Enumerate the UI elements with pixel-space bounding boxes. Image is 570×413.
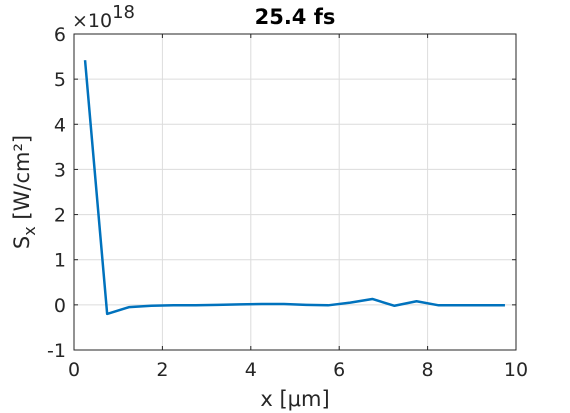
y-axis-label-unit: [W/cm²]: [10, 135, 34, 226]
y-axis-label: Sx [W/cm²]: [10, 135, 39, 249]
tick-marks: [73, 33, 517, 351]
y-multiplier: ×1018: [72, 2, 135, 32]
chart-title: 25.4 fs: [255, 5, 336, 29]
y-multiplier-exponent: 18: [112, 2, 135, 23]
y-tick-label: 3: [54, 159, 66, 181]
series-line: [83, 60, 505, 316]
y-axis-label-symbol: S: [10, 236, 34, 249]
x-tick-label: 0: [68, 359, 80, 381]
x-tick-label: 6: [333, 359, 345, 381]
y-axis-label-subscript: x: [20, 226, 39, 235]
x-tick-label: 8: [422, 359, 434, 381]
series-layer: [83, 60, 505, 316]
y-tick-label: 2: [54, 205, 66, 227]
axes-frame: [73, 33, 517, 351]
x-tick-label: 2: [156, 359, 168, 381]
x-axis-label: x [μm]: [260, 387, 329, 411]
y-tick-label: 0: [54, 295, 66, 317]
y-tick-label: 1: [54, 250, 66, 272]
x-tick-label: 4: [245, 359, 257, 381]
x-tick-label: 10: [504, 359, 528, 381]
y-tick-label: 5: [54, 69, 66, 91]
y-multiplier-base: ×10: [72, 10, 112, 32]
y-tick-label: 4: [54, 114, 66, 136]
x-tick-labels: 0 2 4 6 8 10: [68, 359, 528, 381]
plot-area: [74, 34, 516, 350]
y-tick-label: -1: [47, 340, 66, 362]
y-tick-labels: -1 0 1 2 3 4 5 6: [47, 24, 66, 362]
y-tick-label: 6: [54, 24, 66, 46]
